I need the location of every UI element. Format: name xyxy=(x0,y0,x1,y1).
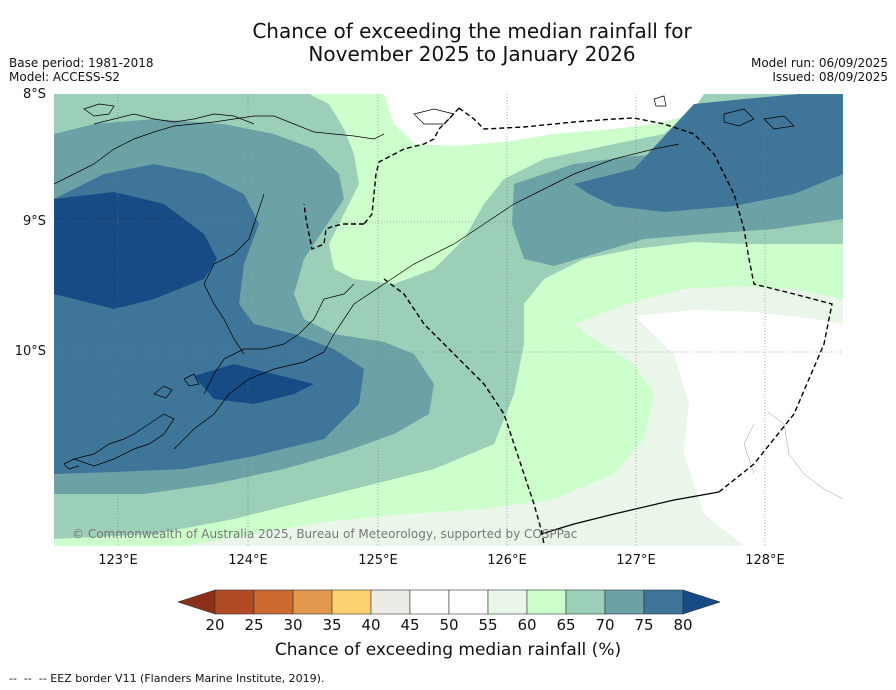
title-line-2: November 2025 to January 2026 xyxy=(308,42,636,66)
contour-80-plus-south xyxy=(194,364,314,404)
colorbar-tick-label: 35 xyxy=(322,616,342,634)
metadata-left: Base period: 1981-2018 Model: ACCESS-S2 xyxy=(9,56,154,84)
colorbar-tick-label: 30 xyxy=(283,616,303,634)
colorbar-cell xyxy=(526,589,567,615)
eez-footnote: -- -- -- EEZ border V11 (Flanders Marine… xyxy=(9,672,325,685)
colorbar-arrow-high xyxy=(682,589,721,615)
colorbar-cell xyxy=(292,589,333,615)
colorbar-arrow-low xyxy=(177,589,216,615)
colorbar-tick-label: 45 xyxy=(400,616,420,634)
lon-label-123e: 123°E xyxy=(98,553,138,568)
eez-solid-segment xyxy=(540,491,720,535)
lon-label-128e: 128°E xyxy=(745,553,785,568)
title-line-1: Chance of exceeding the median rainfall … xyxy=(252,19,692,43)
map-title: Chance of exceeding the median rainfall … xyxy=(0,20,896,66)
colorbar xyxy=(177,588,721,620)
lat-label-10s: 10°S xyxy=(14,344,46,359)
colorbar-cell xyxy=(643,589,684,615)
colorbar-label: Chance of exceeding median rainfall (%) xyxy=(274,640,622,660)
coastline xyxy=(54,95,843,500)
lat-label-8s: 8°S xyxy=(22,87,46,102)
colorbar-tick-label: 60 xyxy=(517,616,537,634)
colorbar-cell xyxy=(409,589,450,615)
model-run: Model run: 06/09/2025 xyxy=(750,56,888,70)
contour-80-plus-west xyxy=(54,192,217,309)
colorbar-cell xyxy=(370,589,411,615)
colorbar-tick-label: 55 xyxy=(478,616,498,634)
issued-date: Issued: 08/09/2025 xyxy=(772,70,888,84)
contour-75-80-east xyxy=(574,94,843,212)
lon-label-125e: 125°E xyxy=(358,553,398,568)
colorbar-tick-label: 20 xyxy=(205,616,225,634)
lon-label-124e: 124°E xyxy=(228,553,268,568)
colorbar-cell xyxy=(565,589,606,615)
colorbar-tick-label: 80 xyxy=(673,616,693,634)
contour-50-55-north xyxy=(384,94,704,146)
lon-label-127e: 127°E xyxy=(616,553,656,568)
colorbar-tick-label: 40 xyxy=(361,616,381,634)
colorbar-cell xyxy=(448,589,489,615)
colorbar-tick-label: 65 xyxy=(556,616,576,634)
lat-label-9s: 9°S xyxy=(22,214,46,229)
graticule xyxy=(54,94,843,546)
colorbar-cell xyxy=(604,589,645,615)
colorbar-tick-label: 50 xyxy=(439,616,459,634)
colorbar-cell xyxy=(214,589,255,615)
eez-border xyxy=(303,107,833,545)
copyright-notice: © Commonwealth of Australia 2025, Bureau… xyxy=(72,527,578,541)
colorbar-tick-label: 70 xyxy=(595,616,615,634)
lon-label-126e: 126°E xyxy=(487,553,527,568)
model-name: Model: ACCESS-S2 xyxy=(9,70,121,84)
rainfall-map xyxy=(54,94,843,546)
colorbar-tick-label: 25 xyxy=(244,616,264,634)
base-period: Base period: 1981-2018 xyxy=(9,56,154,70)
colorbar-cell xyxy=(253,589,294,615)
contour-50-55-southeast xyxy=(634,310,843,546)
metadata-right: Model run: 06/09/2025 Issued: 08/09/2025 xyxy=(751,56,888,84)
colorbar-cell xyxy=(331,589,372,615)
colorbar-tick-label: 75 xyxy=(634,616,654,634)
colorbar-cell xyxy=(487,589,528,615)
